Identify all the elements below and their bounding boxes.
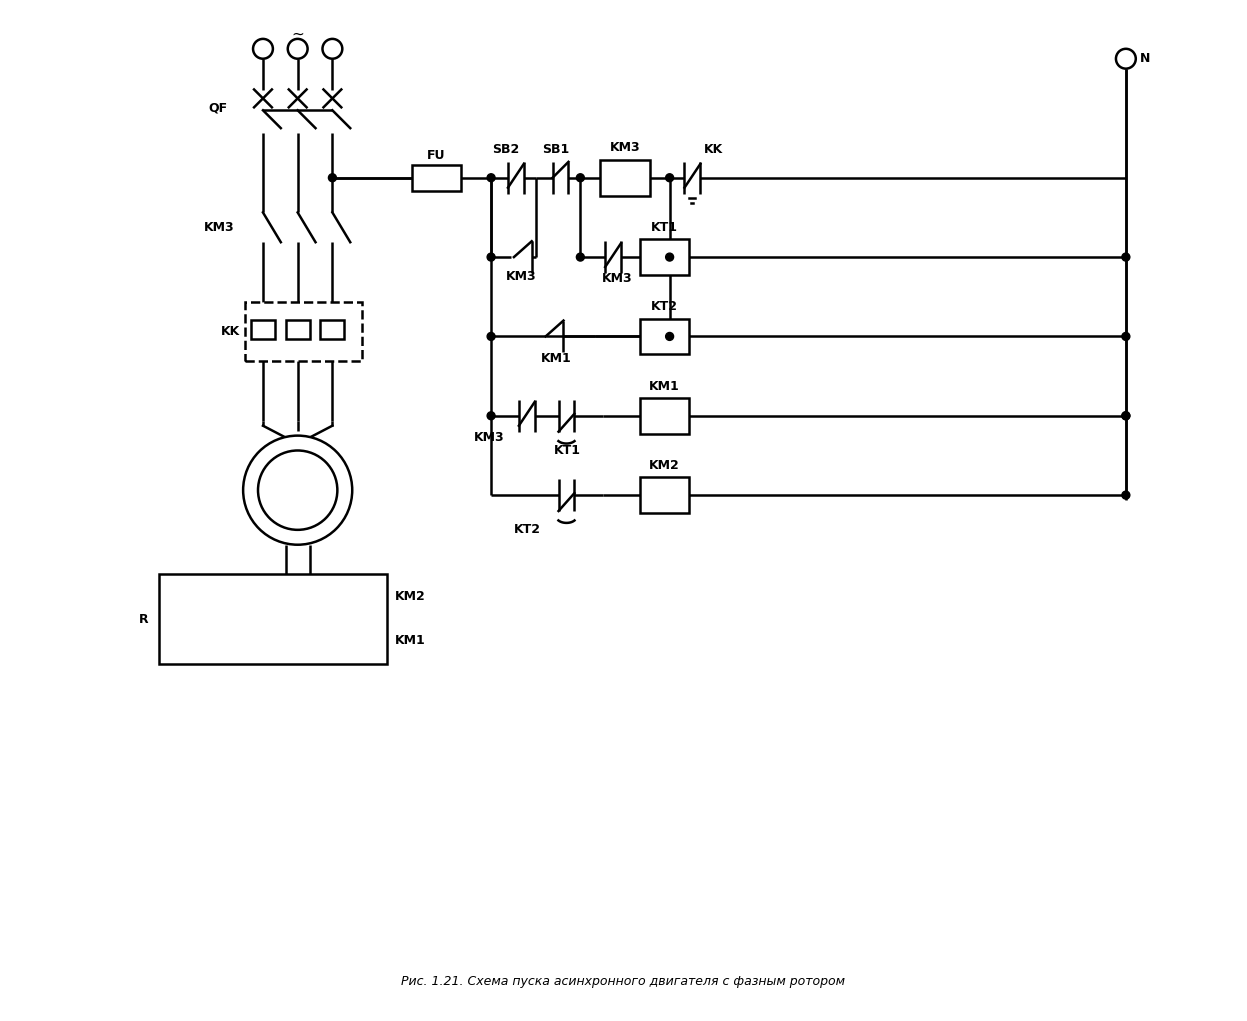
Circle shape <box>323 39 343 59</box>
Circle shape <box>576 253 585 261</box>
Text: KT2: KT2 <box>514 524 541 536</box>
Text: SB1: SB1 <box>542 144 569 156</box>
Circle shape <box>576 174 585 182</box>
Bar <box>600 160 650 196</box>
Text: QF: QF <box>208 102 227 114</box>
Text: KM1: KM1 <box>541 352 571 364</box>
Bar <box>251 320 274 339</box>
Text: KM3: KM3 <box>203 221 234 234</box>
Text: KM2: KM2 <box>395 590 425 602</box>
Circle shape <box>488 333 495 340</box>
Text: KM3: KM3 <box>602 273 632 286</box>
Bar <box>640 477 690 513</box>
Text: KT2: KT2 <box>651 300 678 313</box>
Text: Рис. 1.21. Схема пуска асинхронного двигателя с фазным ротором: Рис. 1.21. Схема пуска асинхронного двиг… <box>402 975 845 987</box>
Circle shape <box>1122 333 1130 340</box>
Text: KM3: KM3 <box>474 431 505 444</box>
Circle shape <box>243 436 352 545</box>
Text: KT1: KT1 <box>554 444 581 457</box>
Circle shape <box>1122 411 1130 420</box>
Text: KM2: KM2 <box>650 458 680 472</box>
Text: KK: KK <box>221 325 241 338</box>
Circle shape <box>328 174 337 182</box>
Circle shape <box>488 174 495 182</box>
Text: KT1: KT1 <box>651 221 678 234</box>
Circle shape <box>488 253 495 261</box>
Text: N: N <box>1140 52 1150 65</box>
Text: KM3: KM3 <box>506 271 536 284</box>
Text: KM1: KM1 <box>650 380 680 392</box>
Text: KK: KK <box>705 144 723 156</box>
Circle shape <box>666 333 673 340</box>
Circle shape <box>253 39 273 59</box>
Bar <box>412 164 461 191</box>
Text: M: M <box>289 481 307 499</box>
Circle shape <box>666 174 673 182</box>
Text: SB2: SB2 <box>493 144 520 156</box>
Bar <box>246 302 362 361</box>
Bar <box>640 319 690 354</box>
Bar <box>640 398 690 434</box>
Bar <box>286 320 309 339</box>
Text: KM1: KM1 <box>395 634 425 647</box>
Text: R: R <box>140 613 148 626</box>
Text: FU: FU <box>428 149 445 162</box>
Bar <box>320 320 344 339</box>
Circle shape <box>1122 411 1130 420</box>
Circle shape <box>1122 253 1130 261</box>
Circle shape <box>258 450 338 530</box>
Circle shape <box>666 253 673 261</box>
Text: ~: ~ <box>292 27 304 42</box>
Bar <box>158 575 387 664</box>
Circle shape <box>1116 49 1136 68</box>
Circle shape <box>288 39 308 59</box>
Circle shape <box>1122 491 1130 499</box>
Text: KM3: KM3 <box>610 142 640 154</box>
Circle shape <box>488 411 495 420</box>
Bar <box>640 239 690 275</box>
